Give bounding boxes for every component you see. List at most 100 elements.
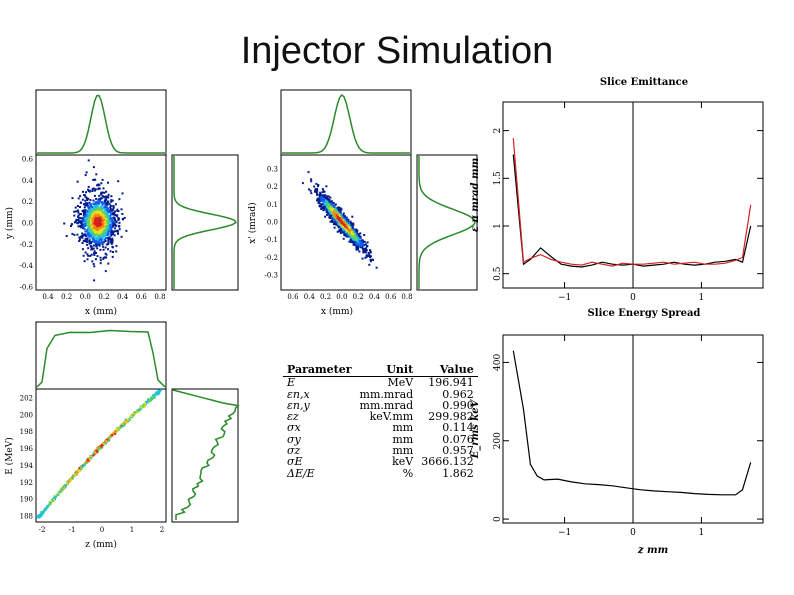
xy-panel: 0.4 0.2 0.0 0.2 0.4 0.6 0.8 0.6 0.4 0.2 0.0 -0.2 -0.… bbox=[4, 89, 239, 317]
scatter-point bbox=[92, 187, 95, 190]
slice-emittance-axes: −1 0 1 0.5 1 1.5 2 bbox=[493, 102, 763, 303]
scatter-point bbox=[109, 241, 112, 244]
scatter-point bbox=[79, 468, 82, 471]
scatter-point bbox=[330, 208, 333, 211]
scatter-point bbox=[361, 239, 364, 242]
scatter-point bbox=[109, 204, 112, 207]
scatter-point bbox=[110, 228, 113, 231]
scatter-point bbox=[346, 229, 349, 232]
parameter-row: σE keV 3666.132 bbox=[283, 456, 478, 468]
scatter-point bbox=[102, 229, 105, 232]
scatter-point bbox=[92, 179, 95, 181]
scatter-point bbox=[86, 458, 89, 461]
slice-emittance-y-tick: 1 bbox=[493, 223, 503, 229]
scatter-point bbox=[117, 232, 119, 235]
scatter-point bbox=[323, 203, 326, 206]
scatter-point bbox=[342, 228, 345, 231]
scatter-point bbox=[86, 212, 89, 215]
scatter-point bbox=[315, 191, 318, 194]
scatter-point bbox=[335, 214, 338, 217]
scatter-point bbox=[71, 197, 74, 200]
scatter-point bbox=[328, 215, 331, 217]
scatter-point bbox=[98, 226, 100, 229]
scatter-point bbox=[89, 254, 92, 257]
scatter-point bbox=[86, 238, 89, 241]
scatter-point bbox=[317, 202, 320, 204]
scatter-point bbox=[125, 229, 128, 232]
slice-emittance-y-tick: 1.5 bbox=[493, 171, 503, 186]
scatter-point bbox=[320, 195, 323, 198]
scatter-point bbox=[105, 256, 108, 259]
scatter-point bbox=[95, 233, 98, 236]
scatter-point bbox=[117, 180, 120, 183]
scatter-point bbox=[95, 218, 98, 220]
scatter-point bbox=[102, 187, 105, 190]
scatter-point bbox=[103, 206, 106, 209]
scatter-point bbox=[100, 444, 103, 447]
scatter-point bbox=[333, 222, 336, 225]
scatter-point bbox=[333, 216, 336, 219]
parameter-unit: mm bbox=[392, 444, 414, 458]
scatter-point bbox=[138, 410, 140, 413]
scatter-point bbox=[97, 187, 100, 190]
scatter-point bbox=[90, 207, 93, 210]
scatter-point bbox=[348, 229, 351, 232]
scatter-point bbox=[99, 207, 102, 210]
scatter-point bbox=[108, 437, 111, 439]
scatter-point bbox=[340, 220, 343, 223]
scatter-point bbox=[99, 259, 102, 262]
scatter-point bbox=[80, 226, 83, 229]
scatter-point bbox=[337, 206, 340, 209]
scatter-point bbox=[324, 196, 327, 199]
xy-y-axis-label: y (mm) bbox=[4, 207, 15, 240]
scatter-point bbox=[91, 206, 94, 208]
scatter-point bbox=[99, 218, 102, 221]
xy-y-tick: -0.6 bbox=[20, 284, 34, 292]
scatter-point bbox=[333, 226, 336, 229]
slice-emittance-chart: Slice Emittance −1 0 1 0.5 1 1.5 2 ε π mrad mm bbox=[470, 77, 764, 303]
parameter-name: σy bbox=[287, 432, 301, 446]
scatter-point bbox=[78, 220, 81, 223]
scatter-point bbox=[94, 217, 97, 219]
scatter-point bbox=[45, 508, 48, 510]
xxp-x-tick: 0.2 bbox=[320, 293, 331, 301]
scatter-point bbox=[352, 228, 355, 231]
scatter-point bbox=[96, 208, 98, 211]
scatter-point bbox=[93, 205, 96, 208]
scatter-point bbox=[325, 201, 328, 204]
zE-y-tick: 192 bbox=[20, 479, 33, 487]
parameter-name: σx bbox=[287, 421, 301, 435]
scatter-point bbox=[346, 226, 349, 229]
scatter-point bbox=[40, 514, 43, 517]
scatter-point bbox=[116, 430, 119, 433]
scatter-point bbox=[104, 217, 107, 220]
scatter-point bbox=[318, 195, 321, 198]
scatter-point bbox=[103, 215, 105, 217]
scatter-point bbox=[338, 212, 341, 215]
scatter-point bbox=[99, 236, 102, 239]
scatter-point bbox=[74, 220, 77, 223]
scatter-point bbox=[145, 401, 148, 404]
scatter-point bbox=[94, 258, 97, 261]
scatter-point bbox=[48, 504, 51, 507]
scatter-point bbox=[351, 235, 354, 238]
scatter-point bbox=[347, 234, 349, 236]
scatter-point bbox=[350, 235, 353, 238]
scatter-point bbox=[335, 223, 338, 226]
xxp-y-tick: 0.2 bbox=[267, 183, 278, 191]
xxp-top-histogram-curve bbox=[282, 93, 410, 154]
scatter-point bbox=[345, 231, 348, 233]
scatter-point bbox=[92, 226, 95, 229]
scatter-point bbox=[88, 240, 91, 243]
scatter-point bbox=[355, 248, 358, 251]
slice-energy-spread-series-black bbox=[512, 350, 752, 496]
scatter-point bbox=[342, 217, 345, 220]
scatter-point bbox=[84, 224, 87, 227]
xy-y-tick: 0.2 bbox=[22, 198, 33, 206]
scatter-point bbox=[340, 217, 343, 219]
scatter-point bbox=[310, 180, 313, 183]
scatter-point bbox=[365, 254, 368, 257]
scatter-point bbox=[333, 214, 336, 217]
scatter-point bbox=[84, 199, 87, 202]
scatter-point bbox=[71, 232, 74, 235]
